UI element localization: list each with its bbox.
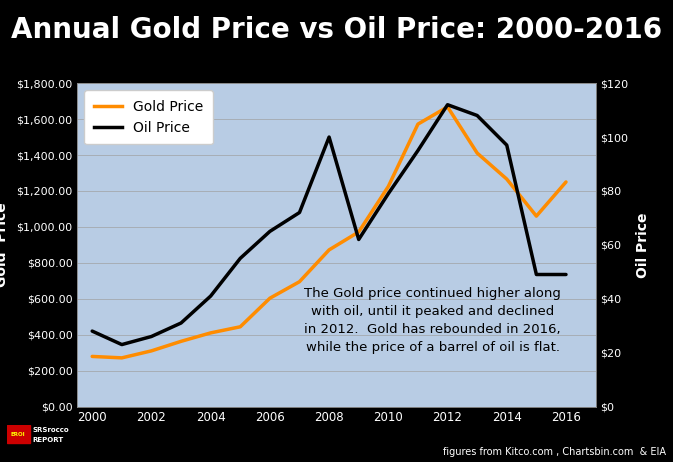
- Text: figures from Kitco.com , Chartsbin.com  & EIA: figures from Kitco.com , Chartsbin.com &…: [444, 447, 666, 457]
- Legend: Gold Price, Oil Price: Gold Price, Oil Price: [84, 90, 213, 145]
- Text: EROI: EROI: [11, 432, 26, 437]
- Text: REPORT: REPORT: [32, 437, 63, 443]
- Text: Annual Gold Price vs Oil Price: 2000-2016: Annual Gold Price vs Oil Price: 2000-201…: [11, 16, 662, 44]
- Y-axis label: Oil Price: Oil Price: [635, 212, 649, 278]
- Y-axis label: Gold  Price: Gold Price: [0, 202, 9, 287]
- Text: SRSrocco: SRSrocco: [32, 427, 69, 433]
- Bar: [7, 425, 30, 443]
- Text: The Gold price continued higher along
with oil, until it peaked and declined
in : The Gold price continued higher along wi…: [304, 287, 561, 354]
